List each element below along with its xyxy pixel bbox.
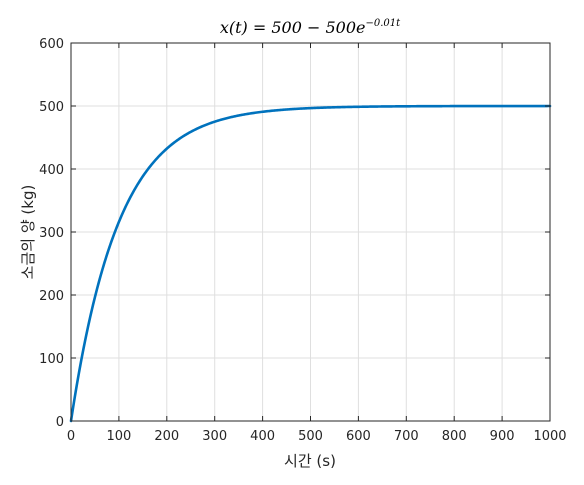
y-tick-label: 200 (39, 289, 64, 304)
x-tick-label: 700 (394, 429, 419, 444)
tick-labels: 0 100 200 300 400 500 600 700 800 900 1000 0 100 200 3… (39, 37, 566, 444)
x-axis-label: 시간 (s) (284, 452, 336, 470)
x-tick-label: 300 (202, 429, 227, 444)
y-tick-label: 100 (39, 352, 64, 367)
x-tick-label: 0 (67, 429, 75, 444)
x-tick-label: 800 (442, 429, 467, 444)
x-tick-label: 900 (490, 429, 515, 444)
chart-title: x(t) = 500 − 500e−0.01t (220, 18, 401, 37)
y-tick-label: 400 (39, 163, 64, 178)
y-tick-label: 0 (56, 415, 64, 430)
x-tick-label: 500 (298, 429, 323, 444)
x-tick-label: 200 (154, 429, 179, 444)
y-axis-label: 소금의 양 (kg) (19, 185, 37, 280)
y-tick-label: 600 (39, 37, 64, 52)
chart-title-exponent: −0.01t (365, 18, 401, 29)
x-tick-label: 400 (250, 429, 275, 444)
series-layer (69, 104, 552, 423)
x-tick-label: 600 (346, 429, 371, 444)
x-tick-label: 100 (106, 429, 131, 444)
ticks (70, 42, 551, 422)
chart-title-main: x(t) = 500 − 500e (220, 18, 366, 37)
series-line (69, 104, 552, 423)
x-tick-label: 1000 (533, 429, 566, 444)
y-tick-label: 500 (39, 100, 64, 115)
y-tick-label: 300 (39, 226, 64, 241)
